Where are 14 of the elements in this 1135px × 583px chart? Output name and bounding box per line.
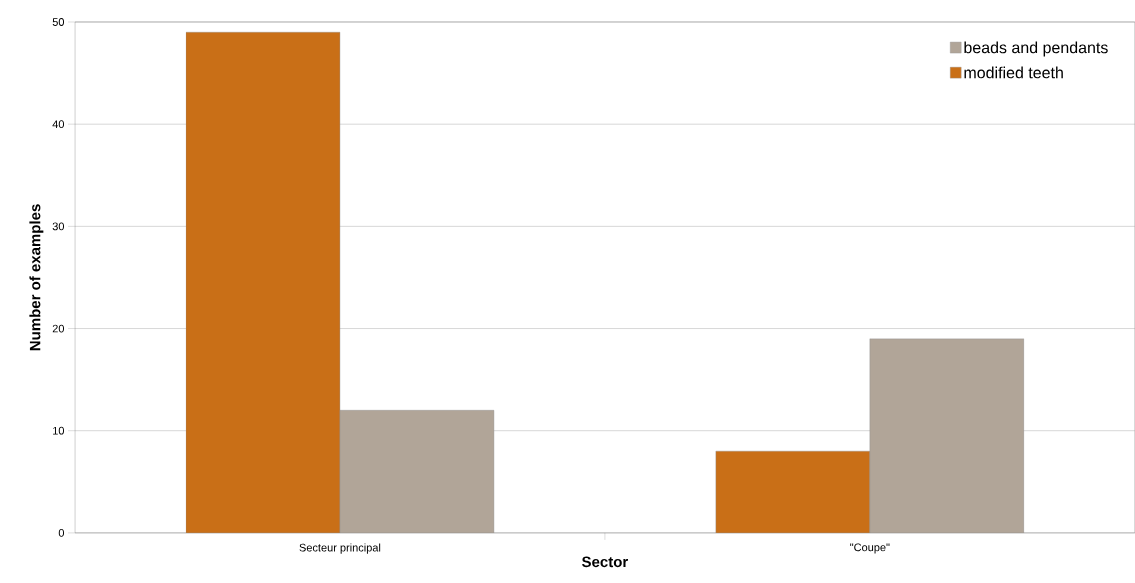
y-tick-label: 50 — [52, 18, 65, 26]
bar — [185, 32, 341, 533]
bar — [715, 451, 871, 533]
x-tick-label: "Coupe" — [850, 543, 890, 554]
y-tick-label: 0 — [58, 529, 65, 537]
y-tick-label: 30 — [52, 222, 65, 231]
x-axis-title: Sector — [582, 556, 629, 568]
y-tick-label: 20 — [52, 324, 65, 333]
y-tick-label: 40 — [52, 120, 65, 129]
y-tick-label: 10 — [53, 426, 65, 435]
legend-label: beads and pendants — [964, 41, 1108, 57]
legend-label: modified teeth — [964, 66, 1063, 79]
y-axis-title: Number of examples — [29, 204, 44, 351]
x-tick-label: Secteur principal — [299, 543, 381, 554]
